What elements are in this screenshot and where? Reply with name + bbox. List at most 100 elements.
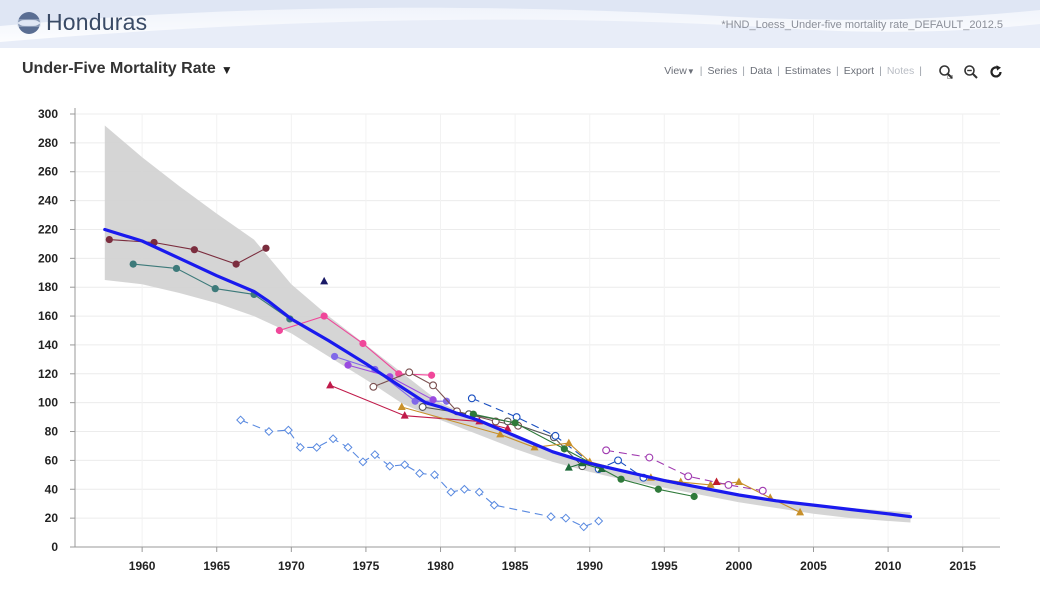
- y-tick-label: 0: [51, 540, 58, 554]
- series-s-navy-triangle: [320, 276, 329, 285]
- data-point: [654, 485, 662, 493]
- y-tick-label: 260: [38, 165, 58, 179]
- x-tick-label: 1960: [129, 559, 156, 573]
- menu-data[interactable]: Data: [749, 65, 773, 77]
- y-tick-label: 120: [38, 367, 58, 381]
- data-point: [328, 434, 338, 444]
- y-tick-label: 280: [38, 136, 58, 150]
- data-point: [602, 446, 611, 455]
- x-tick-label: 2000: [726, 559, 753, 573]
- data-point: [684, 472, 693, 481]
- menu-divider: |: [699, 65, 703, 77]
- data-point: [320, 312, 328, 320]
- estimate-line-group: [103, 227, 913, 519]
- data-point: [397, 402, 406, 410]
- indicator-selector[interactable]: Under-Five Mortality Rate ▼: [22, 60, 233, 78]
- y-tick-label: 240: [38, 194, 58, 208]
- y-tick-label: 140: [38, 338, 58, 352]
- data-point: [105, 235, 113, 244]
- data-point: [489, 500, 499, 510]
- x-tick-label: 2015: [949, 559, 976, 573]
- data-point: [385, 461, 395, 471]
- toolbar-menu: View▼ | Series | Data | Estimates | Expo…: [664, 65, 927, 77]
- x-tick-label: 1970: [278, 559, 305, 573]
- x-tick-label: 1985: [502, 559, 529, 573]
- data-point: [295, 442, 305, 452]
- y-tick-label: 180: [38, 280, 58, 294]
- chart-tools: [938, 64, 1004, 80]
- view-dropdown-icon: ▼: [686, 67, 695, 76]
- data-point: [190, 246, 198, 254]
- menu-divider: |: [879, 65, 882, 77]
- globe-icon: [17, 12, 41, 34]
- data-point: [211, 285, 219, 293]
- data-point: [690, 492, 698, 501]
- x-tick-label: 1995: [651, 559, 678, 573]
- data-point: [758, 486, 767, 495]
- series-s-maroon: [105, 235, 270, 268]
- uncertainty-band: [104, 125, 911, 523]
- data-point: [617, 475, 625, 483]
- x-tick-label: 2005: [800, 559, 827, 573]
- data-point: [129, 260, 137, 268]
- country-title: Honduras: [46, 9, 148, 35]
- series-line: [606, 449, 763, 492]
- data-point: [459, 484, 469, 494]
- menu-export[interactable]: Export: [843, 65, 875, 77]
- data-point: [564, 463, 573, 471]
- series-s-red-triangle: [712, 477, 721, 486]
- app-header: Honduras *HND_Loess_Under-five mortality…: [0, 0, 1040, 48]
- data-point: [330, 352, 339, 361]
- data-point: [427, 371, 436, 379]
- data-point: [429, 381, 438, 390]
- grid-lines: [75, 113, 1000, 548]
- y-tick-label: 20: [45, 511, 59, 525]
- data-point: [400, 460, 410, 470]
- menu-series[interactable]: Series: [707, 65, 738, 77]
- data-point: [370, 450, 380, 460]
- data-point: [326, 380, 335, 389]
- data-point: [312, 442, 322, 452]
- page-title: Under-Five Mortality Rate: [22, 60, 216, 77]
- data-point: [503, 424, 512, 432]
- data-point: [405, 368, 414, 377]
- refresh-icon[interactable]: [988, 64, 1004, 80]
- x-tick-label: 1980: [427, 559, 454, 573]
- zoom-region-icon[interactable]: [938, 64, 954, 80]
- data-point: [564, 438, 573, 447]
- data-point: [264, 427, 274, 437]
- y-tick-label: 160: [38, 309, 58, 323]
- data-point: [343, 442, 353, 452]
- y-tick-label: 80: [45, 425, 59, 439]
- data-point: [262, 244, 270, 252]
- y-tick-label: 60: [45, 453, 59, 467]
- data-point: [232, 260, 240, 268]
- menu-notes[interactable]: Notes: [886, 65, 915, 77]
- series-line: [471, 397, 644, 479]
- y-tick-label: 300: [38, 107, 58, 121]
- data-point: [429, 396, 437, 404]
- x-tick-label: 1975: [353, 559, 380, 573]
- data-point: [467, 394, 476, 403]
- data-point: [546, 512, 556, 522]
- data-point: [320, 276, 329, 285]
- data-point: [283, 425, 293, 435]
- menu-estimates[interactable]: Estimates: [784, 65, 831, 77]
- data-point: [561, 513, 571, 523]
- data-point: [446, 487, 456, 497]
- y-tick-label: 220: [38, 222, 58, 236]
- menu-divider: |: [836, 65, 839, 77]
- data-point: [344, 361, 352, 369]
- data-point: [411, 397, 419, 405]
- data-point: [724, 480, 733, 489]
- header-decoration: [0, 0, 1040, 48]
- menu-view[interactable]: View▼: [664, 65, 695, 77]
- menu-divider: |: [919, 65, 922, 77]
- chart-id: *HND_Loess_Under-five mortality rate_DEF…: [721, 19, 1003, 31]
- y-tick-label: 40: [45, 482, 59, 496]
- data-point: [796, 507, 805, 516]
- zoom-out-icon[interactable]: [963, 64, 979, 80]
- data-point: [418, 403, 427, 411]
- data-point: [172, 264, 181, 273]
